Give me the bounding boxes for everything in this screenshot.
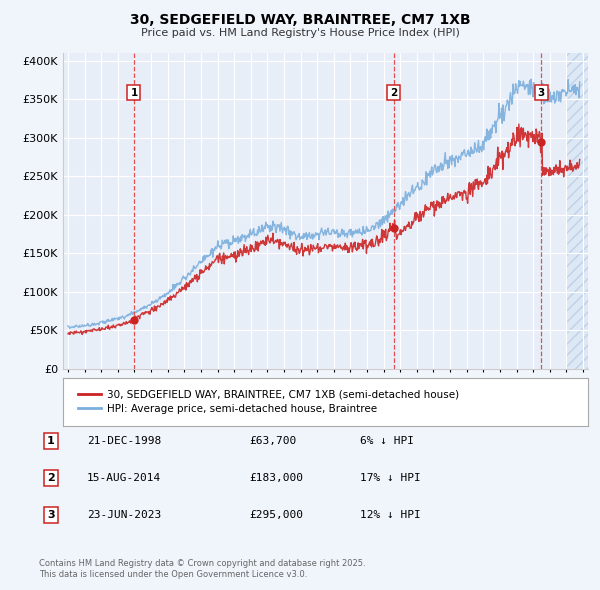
- Text: 30, SEDGEFIELD WAY, BRAINTREE, CM7 1XB: 30, SEDGEFIELD WAY, BRAINTREE, CM7 1XB: [130, 13, 470, 27]
- Text: 3: 3: [538, 87, 545, 97]
- Text: 23-JUN-2023: 23-JUN-2023: [87, 510, 161, 520]
- Text: 17% ↓ HPI: 17% ↓ HPI: [360, 473, 421, 483]
- Text: 2: 2: [391, 87, 398, 97]
- Legend: 30, SEDGEFIELD WAY, BRAINTREE, CM7 1XB (semi-detached house), HPI: Average price: 30, SEDGEFIELD WAY, BRAINTREE, CM7 1XB (…: [73, 385, 463, 418]
- Text: 2: 2: [47, 473, 55, 483]
- Text: £295,000: £295,000: [249, 510, 303, 520]
- Bar: [566, 53, 588, 369]
- Text: 1: 1: [47, 436, 55, 445]
- Text: 6% ↓ HPI: 6% ↓ HPI: [360, 436, 414, 445]
- Text: £183,000: £183,000: [249, 473, 303, 483]
- Text: Contains HM Land Registry data © Crown copyright and database right 2025.: Contains HM Land Registry data © Crown c…: [39, 559, 365, 568]
- Text: Price paid vs. HM Land Registry's House Price Index (HPI): Price paid vs. HM Land Registry's House …: [140, 28, 460, 38]
- Text: 12% ↓ HPI: 12% ↓ HPI: [360, 510, 421, 520]
- Text: This data is licensed under the Open Government Licence v3.0.: This data is licensed under the Open Gov…: [39, 571, 307, 579]
- Text: 3: 3: [47, 510, 55, 520]
- Text: 15-AUG-2014: 15-AUG-2014: [87, 473, 161, 483]
- Text: 1: 1: [130, 87, 137, 97]
- Text: £63,700: £63,700: [249, 436, 296, 445]
- Text: 21-DEC-1998: 21-DEC-1998: [87, 436, 161, 445]
